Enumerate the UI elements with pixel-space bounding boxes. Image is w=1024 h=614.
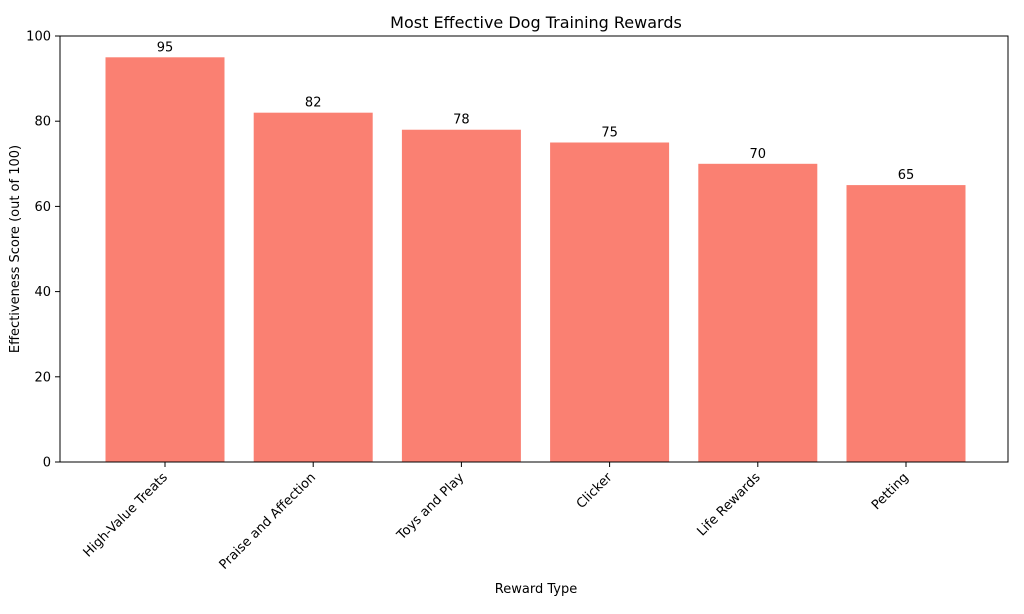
bar-value-label: 65 [898, 168, 915, 183]
y-tick-label: 100 [26, 30, 51, 45]
x-tick-label: Life Rewards [695, 470, 764, 539]
x-tick-label: Clicker [574, 470, 616, 512]
bar [401, 129, 521, 462]
bar-value-label: 95 [157, 40, 174, 55]
bar [253, 112, 373, 463]
y-tick-label: 20 [34, 370, 51, 385]
bar [846, 185, 966, 462]
bar-value-label: 75 [601, 126, 618, 141]
chart-title: Most Effective Dog Training Rewards [390, 13, 682, 32]
y-tick-label: 80 [34, 115, 51, 130]
x-axis: High-Value Treats Praise and Affection Toy… [81, 462, 912, 573]
bars-layer: 95 82 78 75 70 65 [105, 40, 966, 463]
bar-value-label: 82 [305, 96, 322, 111]
y-axis-label: Effectiveness Score (out of 100) [8, 145, 23, 353]
y-tick-label: 0 [43, 456, 51, 471]
bar-value-label: 70 [750, 147, 767, 162]
x-axis-label: Reward Type [495, 582, 577, 597]
x-tick-label: Toys and Play [394, 470, 468, 544]
y-tick-label: 40 [34, 285, 51, 300]
bar [105, 57, 225, 463]
y-axis: 0 20 40 60 80 100 [26, 30, 60, 471]
plot-frame [59, 35, 1009, 463]
y-tick-label: 60 [34, 200, 51, 215]
x-tick-label: High-Value Treats [81, 470, 171, 560]
bar [698, 163, 818, 463]
x-tick-label: Praise and Affection [217, 470, 319, 572]
bar-value-label: 78 [453, 113, 470, 128]
bar [550, 142, 670, 462]
x-tick-label: Petting [869, 470, 912, 513]
